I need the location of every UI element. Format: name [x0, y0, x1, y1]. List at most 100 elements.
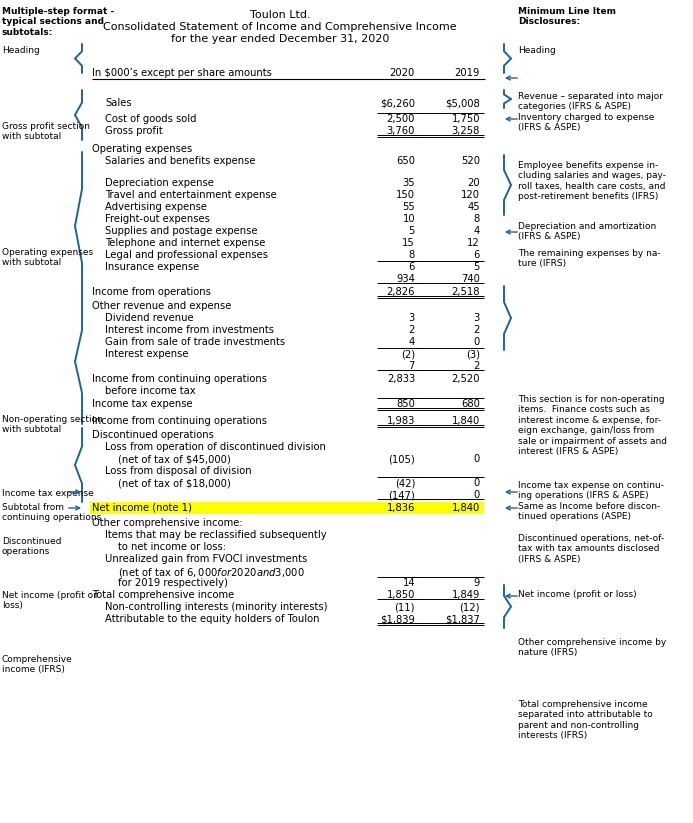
- Text: Depreciation and amortization
(IFRS & ASPE): Depreciation and amortization (IFRS & AS…: [518, 222, 656, 241]
- Text: 5: 5: [473, 262, 480, 272]
- Text: 2019: 2019: [455, 68, 480, 78]
- Text: Dividend revenue: Dividend revenue: [105, 313, 193, 323]
- Text: 7: 7: [409, 361, 415, 371]
- Text: 3: 3: [409, 313, 415, 323]
- Text: Operating expenses: Operating expenses: [92, 144, 192, 154]
- Text: Consolidated Statement of Income and Comprehensive Income: Consolidated Statement of Income and Com…: [103, 22, 457, 32]
- Text: Income from continuing operations: Income from continuing operations: [92, 416, 267, 426]
- Text: Attributable to the equity holders of Toulon: Attributable to the equity holders of To…: [105, 614, 319, 624]
- Text: Advertising expense: Advertising expense: [105, 202, 207, 212]
- Text: Other comprehensive income:: Other comprehensive income:: [92, 518, 243, 528]
- Text: Comprehensive
income (IFRS): Comprehensive income (IFRS): [2, 655, 73, 674]
- Text: 10: 10: [403, 214, 415, 224]
- Text: Minimum Line Item
Disclosures:: Minimum Line Item Disclosures:: [518, 7, 616, 26]
- Text: Non-controlling interests (minority interests): Non-controlling interests (minority inte…: [105, 602, 328, 612]
- Text: Income from operations: Income from operations: [92, 287, 211, 297]
- Text: Telephone and internet expense: Telephone and internet expense: [105, 238, 265, 248]
- Text: Net income (profit or
loss): Net income (profit or loss): [2, 591, 97, 611]
- Text: Loss from disposal of division: Loss from disposal of division: [105, 466, 252, 476]
- Text: Legal and professional expenses: Legal and professional expenses: [105, 250, 268, 260]
- Text: Interest income from investments: Interest income from investments: [105, 325, 274, 335]
- Text: Non-operating section
with subtotal: Non-operating section with subtotal: [2, 415, 103, 435]
- Text: 740: 740: [461, 274, 480, 284]
- Text: 5: 5: [409, 226, 415, 236]
- Text: 1,840: 1,840: [452, 503, 480, 513]
- Text: 2020: 2020: [389, 68, 415, 78]
- Text: Travel and entertainment expense: Travel and entertainment expense: [105, 190, 277, 200]
- Text: 0: 0: [474, 478, 480, 488]
- Text: Net income (note 1): Net income (note 1): [92, 503, 192, 513]
- Text: Sales: Sales: [105, 98, 132, 108]
- Text: 14: 14: [403, 578, 415, 588]
- Text: Total comprehensive income: Total comprehensive income: [92, 590, 234, 600]
- Text: Cost of goods sold: Cost of goods sold: [105, 114, 197, 124]
- Text: (net of tax of $18,000): (net of tax of $18,000): [118, 478, 231, 488]
- Text: (3): (3): [466, 349, 480, 359]
- Text: 2,518: 2,518: [452, 287, 480, 297]
- Text: 2: 2: [473, 325, 480, 335]
- Text: 12: 12: [467, 238, 480, 248]
- Text: 8: 8: [474, 214, 480, 224]
- Text: 2,833: 2,833: [387, 374, 415, 384]
- Text: (2): (2): [401, 349, 415, 359]
- Text: Income tax expense on continu-
ing operations (IFRS & ASPE): Income tax expense on continu- ing opera…: [518, 481, 664, 500]
- Text: 0: 0: [474, 454, 480, 464]
- Text: 3,760: 3,760: [387, 126, 415, 136]
- Text: 20: 20: [467, 178, 480, 188]
- Text: 680: 680: [461, 399, 480, 409]
- Text: Discontinued operations: Discontinued operations: [92, 430, 214, 440]
- Text: Insurance expense: Insurance expense: [105, 262, 200, 272]
- Text: Inventory charged to expense
(IFRS & ASPE): Inventory charged to expense (IFRS & ASP…: [518, 113, 654, 133]
- Text: Total comprehensive income
separated into attributable to
parent and non-control: Total comprehensive income separated int…: [518, 700, 653, 740]
- Text: The remaining expenses by na-
ture (IFRS): The remaining expenses by na- ture (IFRS…: [518, 249, 660, 268]
- Text: (105): (105): [388, 454, 415, 464]
- Text: 520: 520: [461, 156, 480, 166]
- Text: Freight-out expenses: Freight-out expenses: [105, 214, 210, 224]
- Text: Unrealized gain from FVOCI investments: Unrealized gain from FVOCI investments: [105, 554, 307, 564]
- Text: 0: 0: [474, 490, 480, 500]
- Text: 55: 55: [402, 202, 415, 212]
- Text: Other comprehensive income by
nature (IFRS): Other comprehensive income by nature (IF…: [518, 638, 666, 658]
- Text: (11): (11): [394, 602, 415, 612]
- Text: Employee benefits expense in-
cluding salaries and wages, pay-
roll taxes, healt: Employee benefits expense in- cluding sa…: [518, 161, 666, 201]
- Text: 6: 6: [473, 250, 480, 260]
- Text: Discontinued operations, net-of-
tax with tax amounts disclosed
(IFRS & ASPE): Discontinued operations, net-of- tax wit…: [518, 534, 664, 564]
- Text: 4: 4: [474, 226, 480, 236]
- Text: 650: 650: [396, 156, 415, 166]
- Text: to net income or loss:: to net income or loss:: [118, 542, 226, 552]
- Text: 1,840: 1,840: [452, 416, 480, 426]
- Text: before income tax: before income tax: [105, 386, 195, 396]
- Text: 2,520: 2,520: [452, 374, 480, 384]
- Text: 35: 35: [403, 178, 415, 188]
- Text: Heading: Heading: [518, 46, 556, 55]
- Text: Depreciation expense: Depreciation expense: [105, 178, 214, 188]
- Text: Same as Income before discon-
tinued operations (ASPE): Same as Income before discon- tinued ope…: [518, 502, 660, 522]
- Text: Subtotal from
continuing operations: Subtotal from continuing operations: [2, 503, 101, 523]
- Text: 3: 3: [474, 313, 480, 323]
- Text: 1,836: 1,836: [387, 503, 415, 513]
- Text: 9: 9: [473, 578, 480, 588]
- Text: Salaries and benefits expense: Salaries and benefits expense: [105, 156, 256, 166]
- Text: Net income (profit or loss): Net income (profit or loss): [518, 590, 637, 599]
- Text: $5,008: $5,008: [445, 98, 480, 108]
- Text: 2,500: 2,500: [387, 114, 415, 124]
- Text: Toulon Ltd.: Toulon Ltd.: [249, 10, 310, 20]
- Text: Interest expense: Interest expense: [105, 349, 188, 359]
- Text: 1,750: 1,750: [452, 114, 480, 124]
- Text: for the year ended December 31, 2020: for the year ended December 31, 2020: [170, 34, 389, 44]
- Text: 15: 15: [402, 238, 415, 248]
- Text: $6,260: $6,260: [380, 98, 415, 108]
- Text: Multiple-step format -
typical sections and
subtotals:: Multiple-step format - typical sections …: [2, 7, 114, 37]
- Text: $1,839: $1,839: [380, 614, 415, 624]
- Text: (12): (12): [459, 602, 480, 612]
- Text: (net of tax of $6,000 for 2020 and $3,000: (net of tax of $6,000 for 2020 and $3,00…: [118, 566, 305, 579]
- Text: 2: 2: [409, 325, 415, 335]
- Text: 0: 0: [474, 337, 480, 347]
- Text: 2: 2: [473, 361, 480, 371]
- Text: Loss from operation of discontinued division: Loss from operation of discontinued divi…: [105, 442, 326, 452]
- Text: Operating expenses
with subtotal: Operating expenses with subtotal: [2, 248, 93, 267]
- Text: 45: 45: [467, 202, 480, 212]
- Text: Income tax expense: Income tax expense: [92, 399, 193, 409]
- Text: Gain from sale of trade investments: Gain from sale of trade investments: [105, 337, 285, 347]
- Text: (147): (147): [388, 490, 415, 500]
